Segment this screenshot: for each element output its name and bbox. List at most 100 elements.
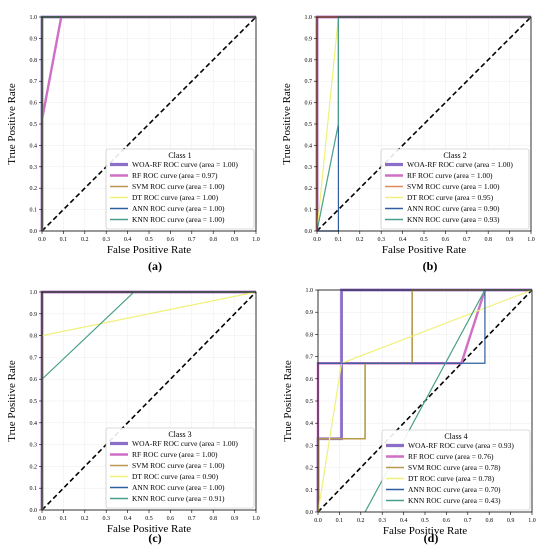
x-tick-label: 0.8 xyxy=(485,518,493,524)
y-tick-label: 0.0 xyxy=(30,508,38,514)
chart-panel-3: 0.0 0.1 0.2 0.3 0.4 0.5 0.6 0.7 0.8 0.9 1.0 0.0 0.1 0… xyxy=(6,290,260,545)
x-tick-label: 0.1 xyxy=(336,518,344,524)
x-tick-label: 0.4 xyxy=(399,237,407,243)
y-tick-label: 0.3 xyxy=(30,165,38,171)
legend-entry: SVM ROC curve (area = 1.00) xyxy=(132,461,225,470)
x-tick-label: 1.0 xyxy=(252,237,260,243)
x-tick-label: 0.7 xyxy=(188,516,196,522)
x-tick-label: 0.2 xyxy=(81,516,89,522)
legend-entry: SVM ROC curve (area = 1.00) xyxy=(132,182,225,191)
x-tick-label: 0.6 xyxy=(167,516,175,522)
legend-entry: SVM ROC curve (area = 1.00) xyxy=(407,182,500,191)
y-tick-label: 0.4 xyxy=(305,143,313,149)
diagonal-reference-line xyxy=(41,291,257,511)
x-tick-label: 0.8 xyxy=(209,516,217,522)
y-tick-label: 0.2 xyxy=(305,186,313,192)
y-tick-label: 0.7 xyxy=(306,355,314,361)
legend-entry: WOA-RF ROC curve (area = 0.93) xyxy=(408,441,514,450)
y-tick-label: 1.0 xyxy=(306,288,314,294)
legend-entry: RF ROC curve (area = 0.76) xyxy=(408,452,494,461)
chart-panel-4: 0.0 0.1 0.2 0.3 0.4 0.5 0.6 0.7 0.8 0.9 1.0 0.0 0.1 0… xyxy=(282,288,536,545)
y-tick-label: 0.0 xyxy=(30,229,38,235)
y-tick-label: 0.3 xyxy=(30,443,38,449)
y-tick-label: 0.2 xyxy=(306,466,314,472)
legend-entry: RF ROC curve (area = 1.00) xyxy=(407,171,493,180)
x-tick-label: 0.8 xyxy=(484,237,492,243)
legend-entry: ANN ROC curve (area = 0.90) xyxy=(407,204,500,213)
y-tick-label: 0.9 xyxy=(306,310,314,316)
y-tick-label: 0.2 xyxy=(30,186,38,192)
x-tick-label: 0.9 xyxy=(231,516,239,522)
x-tick-label: 0.0 xyxy=(38,516,46,522)
y-tick-label: 0.6 xyxy=(30,377,38,383)
y-tick-label: 0.5 xyxy=(306,399,314,405)
y-axis-label: True Positive Rate xyxy=(6,83,18,165)
x-axis-label: False Positive Rate xyxy=(107,244,191,256)
x-tick-label: 0.3 xyxy=(102,516,110,522)
y-tick-label: 0.1 xyxy=(30,486,38,492)
y-tick-label: 0.6 xyxy=(30,101,38,107)
y-tick-label: 1.0 xyxy=(305,15,313,21)
x-tick-label: 0.4 xyxy=(400,518,408,524)
y-tick-label: 0.5 xyxy=(30,399,38,405)
x-tick-label: 0.6 xyxy=(442,237,450,243)
x-axis-label: False Positive Rate xyxy=(383,525,467,537)
legend-entry: SVM ROC curve (area = 0.78) xyxy=(408,463,501,472)
y-tick-label: 0.7 xyxy=(305,79,313,85)
y-tick-label: 0.3 xyxy=(305,165,313,171)
y-tick-label: 0.6 xyxy=(306,377,314,383)
legend-entry: DT ROC curve (area = 0.90) xyxy=(132,472,219,481)
x-tick-label: 0.9 xyxy=(507,518,515,524)
x-tick-label: 0.2 xyxy=(357,518,365,524)
x-tick-label: 0.5 xyxy=(145,237,153,243)
x-tick-label: 0.0 xyxy=(314,518,322,524)
legend-title: Class 1 xyxy=(168,151,191,160)
y-axis-label: True Positive Rate xyxy=(281,83,293,165)
x-tick-label: 0.1 xyxy=(335,237,343,243)
x-tick-label: 0.6 xyxy=(443,518,451,524)
x-tick-label: 0.2 xyxy=(81,237,89,243)
x-tick-label: 0.4 xyxy=(124,237,132,243)
legend-entry: RF ROC curve (area = 0.97) xyxy=(132,171,218,180)
y-tick-label: 0.6 xyxy=(305,101,313,107)
legend-entry: WOA-RF ROC curve (area = 1.00) xyxy=(407,160,513,169)
y-tick-label: 0.9 xyxy=(30,312,38,318)
x-tick-label: 0.9 xyxy=(231,237,239,243)
legend-title: Class 4 xyxy=(444,432,467,441)
y-tick-label: 0.3 xyxy=(306,443,314,449)
x-tick-label: 0.5 xyxy=(420,237,428,243)
x-tick-label: 0.3 xyxy=(102,237,110,243)
legend-entry: KNN ROC curve (area = 0.43) xyxy=(408,496,501,505)
y-axis-label: True Positive Rate xyxy=(6,360,18,442)
panel-caption: (d) xyxy=(424,531,439,545)
y-tick-label: 0.2 xyxy=(30,464,38,470)
x-tick-label: 0.7 xyxy=(464,518,472,524)
y-tick-label: 0.8 xyxy=(30,58,38,64)
x-tick-label: 0.0 xyxy=(313,237,321,243)
y-axis-label: True Positive Rate xyxy=(282,360,294,442)
legend-entry: DT ROC curve (area = 0.78) xyxy=(408,474,495,483)
y-tick-label: 0.4 xyxy=(30,421,38,427)
legend-entry: ANN ROC curve (area = 1.00) xyxy=(132,204,225,213)
y-tick-label: 0.1 xyxy=(30,208,38,214)
x-axis-label: False Positive Rate xyxy=(382,244,466,256)
legend-box xyxy=(105,427,255,509)
y-tick-label: 0.8 xyxy=(30,334,38,340)
y-tick-label: 0.1 xyxy=(306,488,314,494)
y-tick-label: 0.9 xyxy=(305,36,313,42)
legend-entry: WOA-RF ROC curve (area = 1.00) xyxy=(132,439,238,448)
y-tick-label: 0.7 xyxy=(30,355,38,361)
chart-panel-1: 0.0 0.1 0.2 0.3 0.4 0.5 0.6 0.7 0.8 0.9 1.0 0.0 0.1 0… xyxy=(6,15,260,273)
x-tick-label: 0.1 xyxy=(60,516,68,522)
y-tick-label: 1.0 xyxy=(30,15,38,21)
legend-entry: WOA-RF ROC curve (area = 1.00) xyxy=(132,160,238,169)
legend-title: Class 2 xyxy=(443,151,466,160)
y-tick-label: 0.7 xyxy=(30,79,38,85)
legend-entry: DT ROC curve (area = 0.95) xyxy=(407,193,494,202)
y-tick-label: 0.8 xyxy=(306,332,314,338)
